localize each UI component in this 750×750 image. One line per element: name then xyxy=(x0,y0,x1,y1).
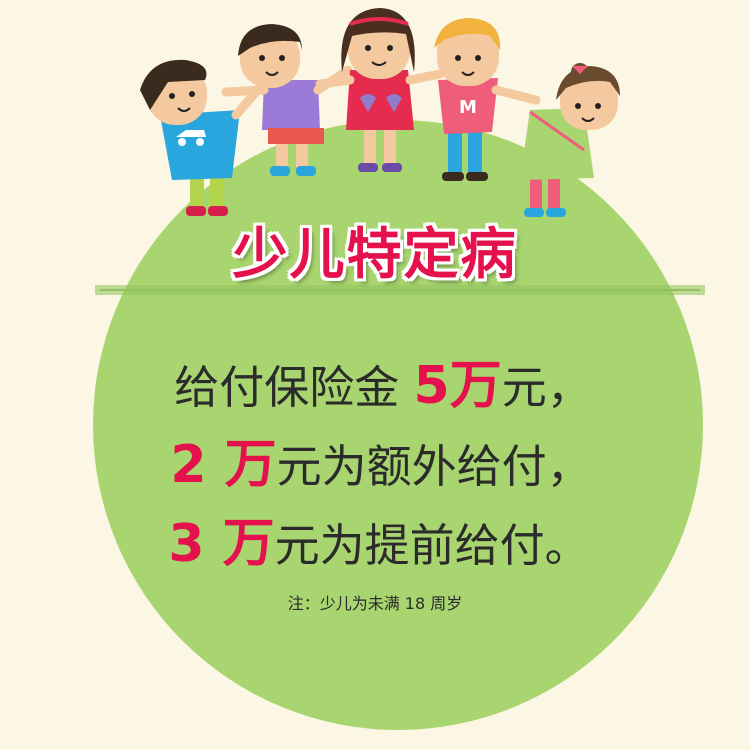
footnote: 注：少儿为未满 18 周岁 xyxy=(287,594,463,613)
svg-text:M: M xyxy=(459,97,477,118)
kid-girl-red xyxy=(315,8,445,172)
kid-girl-purple xyxy=(221,24,353,176)
kid-girl-right xyxy=(520,63,620,217)
title-banner-shadow xyxy=(95,285,705,295)
benefit-line-1: 给付保险金 5万元， xyxy=(8,343,750,418)
kid-boy-left xyxy=(140,59,267,216)
benefit-line-3-post: 元为提前给付。 xyxy=(274,519,590,572)
benefit-line-2-post: 元为额外给付， xyxy=(276,440,592,493)
page-title: 少儿特定病 xyxy=(232,222,518,286)
kid-boy-m: M xyxy=(434,18,541,181)
benefit-line-2-amount: 2 万 xyxy=(170,435,277,495)
benefit-line-1-pre: 给付保险金 xyxy=(174,361,414,414)
benefit-line-1-post: 元， xyxy=(501,361,592,414)
benefit-line-1-amount: 5万 xyxy=(413,356,502,416)
benefit-line-3-amount: 3 万 xyxy=(168,514,275,574)
green-circle xyxy=(93,120,703,730)
benefit-line-2: 2 万元为额外给付， xyxy=(6,422,750,497)
benefit-line-3: 3 万元为提前给付。 xyxy=(4,501,750,576)
